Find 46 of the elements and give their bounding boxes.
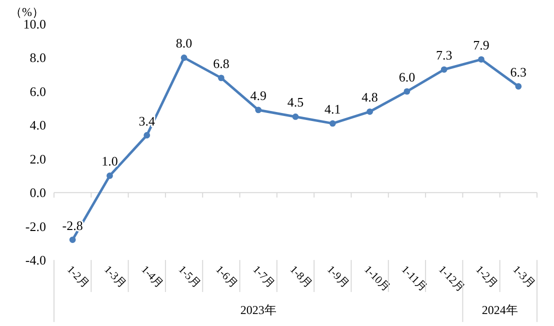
y-tick-label: 10.0 [23,16,46,32]
x-tick-label: 1-7月 [250,264,277,290]
point [440,66,448,73]
x-tick-label: 1-4月 [138,264,166,290]
point [255,106,262,114]
x-tick-label: 1-6月 [213,264,240,290]
point [366,108,374,115]
y-axis-title: （%） [10,5,44,19]
text: 2024年 [482,303,518,317]
data-label: 4.1 [324,101,341,116]
data-label: 6.3 [510,64,527,80]
point [404,88,410,95]
text: 2023年 [240,303,276,317]
x-tick-label: 1-12月 [436,264,467,294]
x-tick-label: 1-3月 [102,264,128,290]
point [292,114,299,120]
data-label: 6.0 [398,69,416,84]
x-tick-label: 1-9月 [324,264,352,290]
y-tick-label: -2.0 [25,218,46,234]
data-label: 7.3 [436,48,452,63]
point [180,54,188,61]
x-tick-label: 1-3月 [510,264,537,290]
y-tick-label: 2.0 [30,151,46,166]
data-label: 4.9 [250,88,266,103]
point [218,74,224,82]
y-tick-label: 4.0 [30,118,46,133]
x-tick-label: 1-2月 [64,264,92,290]
point [478,56,484,63]
x-tick-label: 1-8月 [287,264,314,290]
y-tick-label: 8.0 [30,50,46,66]
point [144,132,150,138]
data-label: 6.8 [213,56,230,71]
data-label: 4.5 [287,94,304,110]
x-tick-label: 1-2月 [473,264,500,290]
point [106,172,113,179]
data-label: 4.8 [362,90,378,105]
x-tick-label: 1-5月 [176,264,203,290]
data-label: 7.9 [473,37,490,52]
y-tick-label: 6.0 [30,84,46,99]
point [515,83,522,90]
data-label: 8.0 [176,36,192,51]
point [329,120,336,127]
y-tick-label: 0.0 [30,185,46,200]
y-tick-label: -4.0 [25,252,46,268]
data-label: 1.0 [102,154,118,169]
point [69,236,76,243]
